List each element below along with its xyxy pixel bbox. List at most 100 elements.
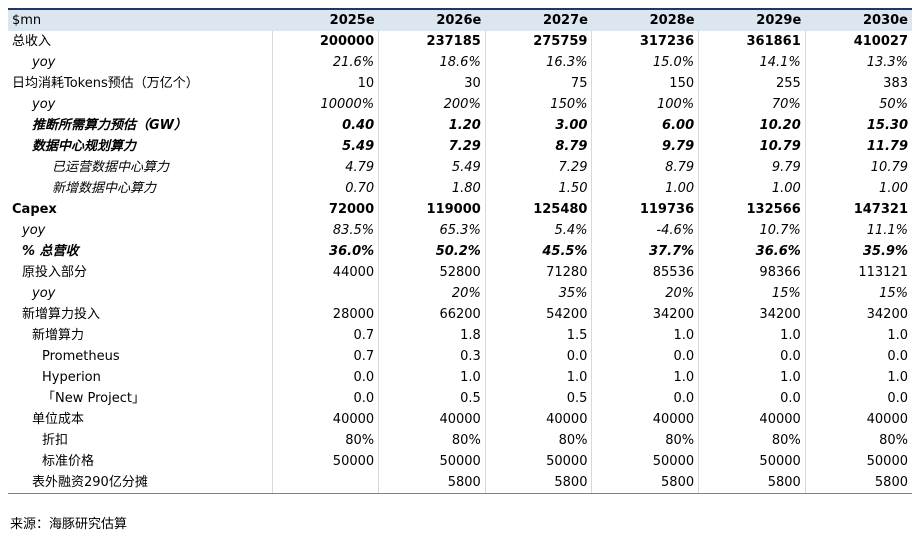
cell: 113121 — [804, 262, 912, 283]
cell: 54200 — [484, 304, 592, 325]
row-label: 数据中心规划算力 — [32, 139, 137, 154]
cell: 16.3% — [484, 52, 592, 73]
cell: 9.79 — [591, 136, 699, 157]
cell: 150% — [484, 94, 592, 115]
cell: 75 — [484, 73, 592, 94]
cell: 147321 — [804, 199, 912, 220]
cell: 40000 — [484, 409, 592, 430]
cell: 0.0 — [591, 388, 699, 409]
cell: 20% — [378, 283, 486, 304]
cell: 50000 — [378, 451, 486, 472]
cell: 1.00 — [591, 178, 699, 199]
cell: 65.3% — [378, 220, 486, 241]
table-row: yoy 20% 35% 20% 15% 15% — [8, 283, 912, 304]
cell: 0.7 — [271, 346, 379, 367]
cell: 1.0 — [804, 325, 912, 346]
cell: 5800 — [378, 472, 486, 494]
cell: 1.80 — [378, 178, 486, 199]
table-row: 表外融资290亿分摊 5800 5800 5800 5800 5800 — [8, 472, 912, 494]
cell: 0.3 — [378, 346, 486, 367]
cell: 40000 — [271, 409, 379, 430]
table-row: yoy 21.6% 18.6% 16.3% 15.0% 14.1% 13.3% — [8, 52, 912, 73]
table-row: Hyperion 0.0 1.0 1.0 1.0 1.0 1.0 — [8, 367, 912, 388]
cell: 5.4% — [484, 220, 592, 241]
cell: 11.79 — [804, 136, 912, 157]
cell: 80% — [698, 430, 806, 451]
cell: 15% — [698, 283, 806, 304]
table-row: 已运营数据中心算力 4.79 5.49 7.29 8.79 9.79 10.79 — [8, 157, 912, 178]
cell: 0.70 — [271, 178, 379, 199]
cell: 3.00 — [484, 115, 592, 136]
cell: 255 — [698, 73, 806, 94]
cell: 132566 — [698, 199, 806, 220]
row-label: 折扣 — [42, 433, 69, 448]
cell: 275759 — [484, 31, 592, 52]
cell: 5.49 — [378, 157, 486, 178]
row-label: 已运营数据中心算力 — [52, 160, 170, 175]
cell: 80% — [591, 430, 699, 451]
table-row: 推断所需算力预估（GW） 0.40 1.20 3.00 6.00 10.20 15.30 — [8, 115, 912, 136]
cell: 1.5 — [484, 325, 592, 346]
cell: 34200 — [698, 304, 806, 325]
cell: 5800 — [804, 472, 912, 494]
row-label: Prometheus — [42, 349, 120, 364]
cell: 10.20 — [698, 115, 806, 136]
cell: 0.0 — [271, 388, 379, 409]
cell: 30 — [378, 73, 486, 94]
cell: 13.3% — [804, 52, 912, 73]
cell: 1.0 — [591, 367, 699, 388]
row-label: yoy — [22, 223, 46, 238]
row-label: 新增算力 — [32, 328, 85, 343]
header-cell: 2028e — [591, 8, 699, 31]
table-row: Prometheus 0.7 0.3 0.0 0.0 0.0 0.0 — [8, 346, 912, 367]
cell: 0.0 — [271, 367, 379, 388]
cell: 1.0 — [484, 367, 592, 388]
table-row: 新增算力投入 28000 66200 54200 34200 34200 34200 — [8, 304, 912, 325]
table-row: Capex 72000 119000 125480 119736 132566 147321 — [8, 199, 912, 220]
row-label: 标准价格 — [42, 454, 95, 469]
row-label: Hyperion — [42, 370, 101, 385]
cell: 1.0 — [804, 367, 912, 388]
cell: 7.29 — [484, 157, 592, 178]
cell: 80% — [484, 430, 592, 451]
cell: 80% — [378, 430, 486, 451]
row-label: 表外融资290亿分摊 — [8, 472, 272, 494]
table-row: 标准价格 50000 50000 50000 50000 50000 50000 — [8, 451, 912, 472]
table-row: 数据中心规划算力 5.49 7.29 8.79 9.79 10.79 11.79 — [8, 136, 912, 157]
cell: 7.29 — [378, 136, 486, 157]
row-label: 新增算力投入 — [22, 307, 101, 322]
cell: 83.5% — [271, 220, 379, 241]
cell: 10.79 — [698, 136, 806, 157]
cell: 1.0 — [698, 325, 806, 346]
cell: 40000 — [804, 409, 912, 430]
cell: 150 — [591, 73, 699, 94]
cell: 1.8 — [378, 325, 486, 346]
cell: 10000% — [271, 94, 379, 115]
cell: 1.0 — [698, 367, 806, 388]
header-row: $mn 2025e 2026e 2027e 2028e 2029e 2030e — [8, 8, 912, 31]
cell: 50% — [804, 94, 912, 115]
cell: 35.9% — [804, 241, 912, 262]
cell: 50.2% — [378, 241, 486, 262]
table-row: yoy 83.5% 65.3% 5.4% -4.6% 10.7% 11.1% — [8, 220, 912, 241]
cell: 1.00 — [804, 178, 912, 199]
cell: 0.0 — [698, 388, 806, 409]
cell: 52800 — [378, 262, 486, 283]
cell: 34200 — [591, 304, 699, 325]
cell: 100% — [591, 94, 699, 115]
cell: 10.79 — [804, 157, 912, 178]
table-body: 总收入 200000 237185 275759 317236 361861 410027 y… — [8, 31, 912, 494]
cell: 119736 — [591, 199, 699, 220]
cell: 40000 — [591, 409, 699, 430]
row-label: 原投入部分 — [22, 265, 88, 280]
cell: 10 — [271, 73, 379, 94]
cell: 1.20 — [378, 115, 486, 136]
cell: 0.0 — [484, 346, 592, 367]
header-cell: 2026e — [378, 8, 486, 31]
row-label: % 总营收 — [22, 244, 79, 259]
cell: 35% — [484, 283, 592, 304]
cell: 50000 — [271, 451, 379, 472]
cell: 0.5 — [378, 388, 486, 409]
cell: 45.5% — [484, 241, 592, 262]
